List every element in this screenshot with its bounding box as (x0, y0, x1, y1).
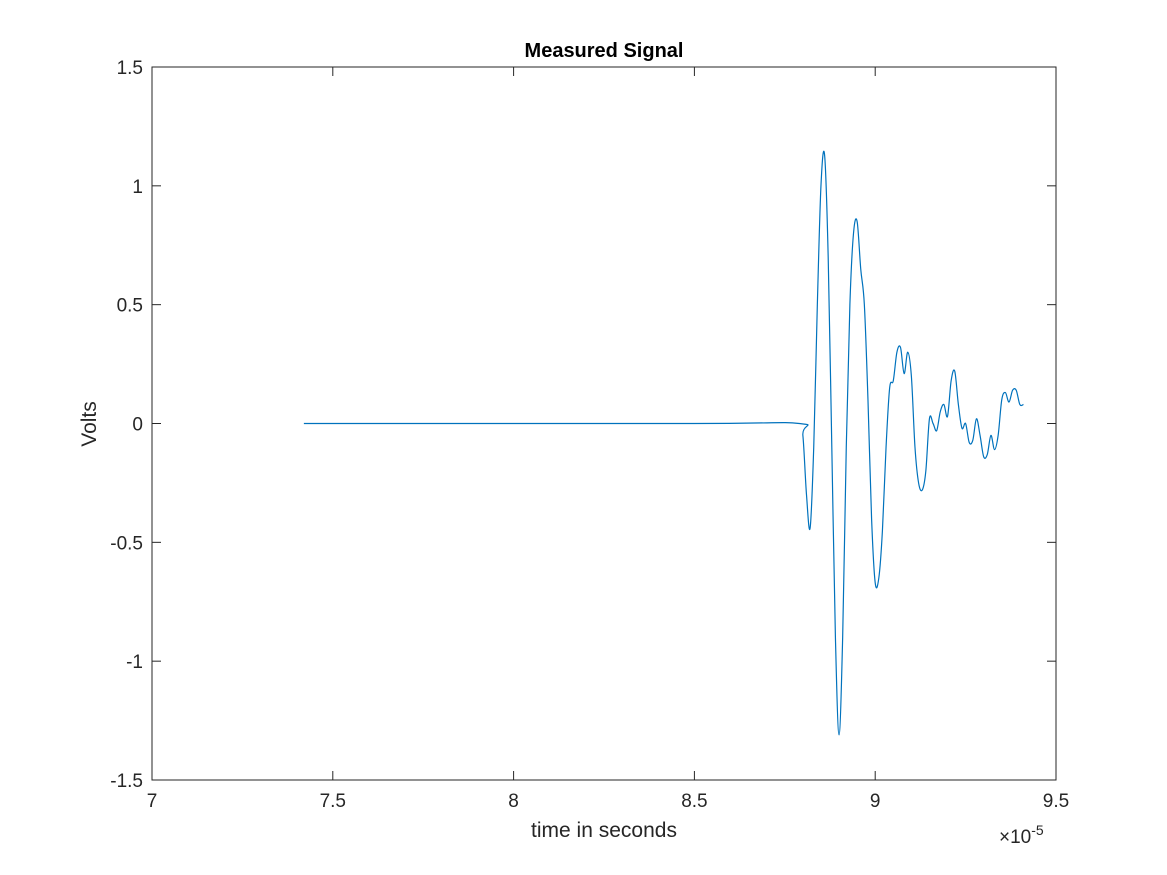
chart-title: Measured Signal (525, 40, 684, 62)
y-tick-label: 0 (132, 415, 143, 436)
x-tick-label: 7.5 (320, 791, 346, 812)
y-tick-label: 0.5 (117, 296, 143, 317)
series-layer (303, 150, 1024, 736)
x-tick-label: 9.5 (1043, 791, 1069, 812)
ticks-group: 7 7.5 8 8.5 9 9.5 1.5 1 0.5 0 -0.5 -1 -1.5 (110, 58, 1069, 812)
x-tick-label: 8 (508, 791, 519, 812)
y-tick-label: -0.5 (110, 533, 143, 554)
y-tick-label: -1 (126, 652, 143, 673)
x-tick-label: 7 (147, 791, 158, 812)
x-exponent-label: ×10-5 (999, 822, 1044, 848)
x-exponent-base: ×10 (999, 827, 1031, 848)
x-tick-label: 9 (870, 791, 881, 812)
x-tick-label: 8.5 (681, 791, 707, 812)
svg-text:×10-5: ×10-5 (999, 822, 1044, 848)
y-tick-label: 1.5 (117, 58, 143, 79)
y-tick-label: 1 (132, 177, 143, 198)
y-tick-label: -1.5 (110, 771, 143, 792)
x-axis-label: time in seconds (531, 819, 677, 842)
signal-series-line (303, 150, 1024, 736)
x-exponent-power: -5 (1031, 822, 1044, 838)
y-axis-label: Volts (78, 401, 101, 447)
